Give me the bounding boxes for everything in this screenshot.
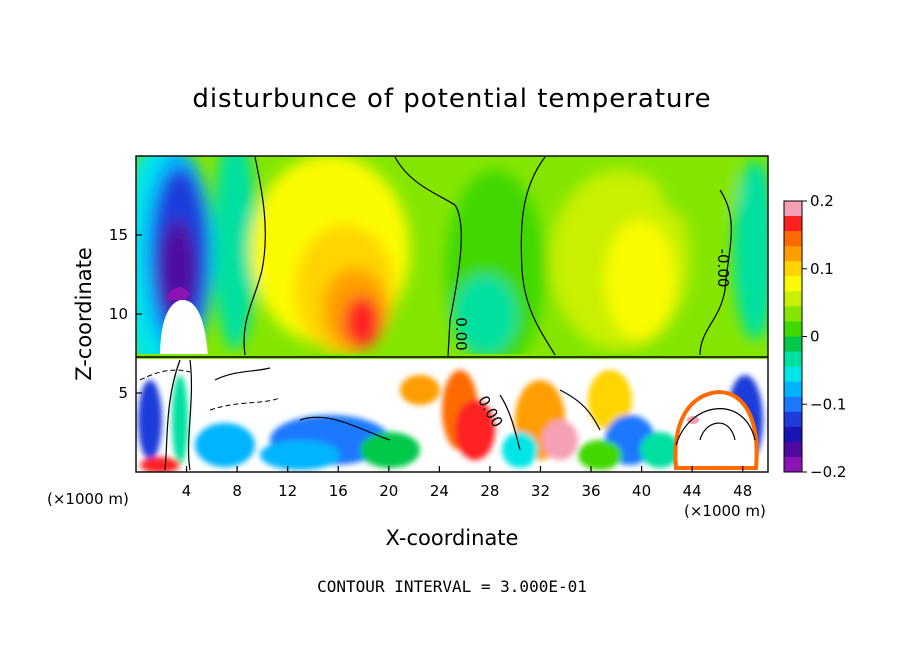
colorbar-swatch <box>784 291 802 307</box>
colorbar-tick-label: 0.2 <box>810 192 834 210</box>
colorbar-swatch <box>784 201 802 217</box>
colorbar-swatch <box>784 216 802 232</box>
x-axis-label: X-coordinate <box>385 526 519 550</box>
colorbar-swatch <box>784 366 802 383</box>
colorbar-swatch <box>784 411 802 428</box>
colorbar-swatch <box>784 261 802 277</box>
colorbar: 0.2 0.1 0 −0.1 −0.2 <box>783 192 846 481</box>
contour-interval-note: CONTOUR INTERVAL = 3.000E-01 <box>317 577 587 596</box>
x-tick-label: 44 <box>683 482 702 500</box>
colorbar-swatch <box>784 441 802 458</box>
x-tick-label: 24 <box>430 482 449 500</box>
colorbar-swatch <box>784 426 802 443</box>
x-tick-label: 20 <box>379 482 398 500</box>
x-tick-label: 36 <box>581 482 600 500</box>
colorbar-swatch <box>784 246 802 262</box>
y-axis: 5 10 15 <box>109 226 142 402</box>
colorbar-tick-label: 0 <box>810 328 820 346</box>
colorbar-swatch <box>784 231 802 247</box>
y-tick-label: 15 <box>109 226 128 244</box>
heatmap-field <box>136 156 768 472</box>
contour-label: -0.00 <box>714 249 732 288</box>
contour-label: 0.00 <box>452 317 470 350</box>
x-tick-label: 12 <box>278 482 297 500</box>
y-tick-label: 10 <box>109 305 128 323</box>
colorbar-swatch <box>784 276 802 292</box>
colorbar-swatch <box>784 351 802 368</box>
x-axis-unit: (×1000 m) <box>684 502 766 520</box>
colorbar-swatch <box>784 396 802 413</box>
x-tick-label: 28 <box>480 482 499 500</box>
x-tick-label: 40 <box>632 482 651 500</box>
x-tick-label: 16 <box>329 482 348 500</box>
colorbar-tick-label: −0.2 <box>810 463 846 481</box>
y-axis-label: Z-coordinate <box>72 247 96 381</box>
x-axis: 4 8 12 16 20 24 28 32 36 40 44 48 <box>182 466 752 500</box>
chart-title: disturbunce of potential temperature <box>192 84 712 114</box>
x-tick-label: 8 <box>232 482 242 500</box>
x-tick-label: 32 <box>531 482 550 500</box>
colorbar-swatch <box>784 321 802 337</box>
x-tick-label: 4 <box>182 482 192 500</box>
colorbar-swatch <box>784 336 802 353</box>
colorbar-swatch <box>784 456 802 473</box>
x-tick-label: 48 <box>733 482 752 500</box>
colorbar-tick-label: −0.1 <box>810 395 846 413</box>
y-tick-label: 5 <box>118 384 128 402</box>
y-axis-unit: (×1000 m) <box>47 490 129 508</box>
colorbar-swatch <box>784 381 802 398</box>
colorbar-swatch <box>784 306 802 322</box>
colorbar-tick-label: 0.1 <box>810 260 834 278</box>
